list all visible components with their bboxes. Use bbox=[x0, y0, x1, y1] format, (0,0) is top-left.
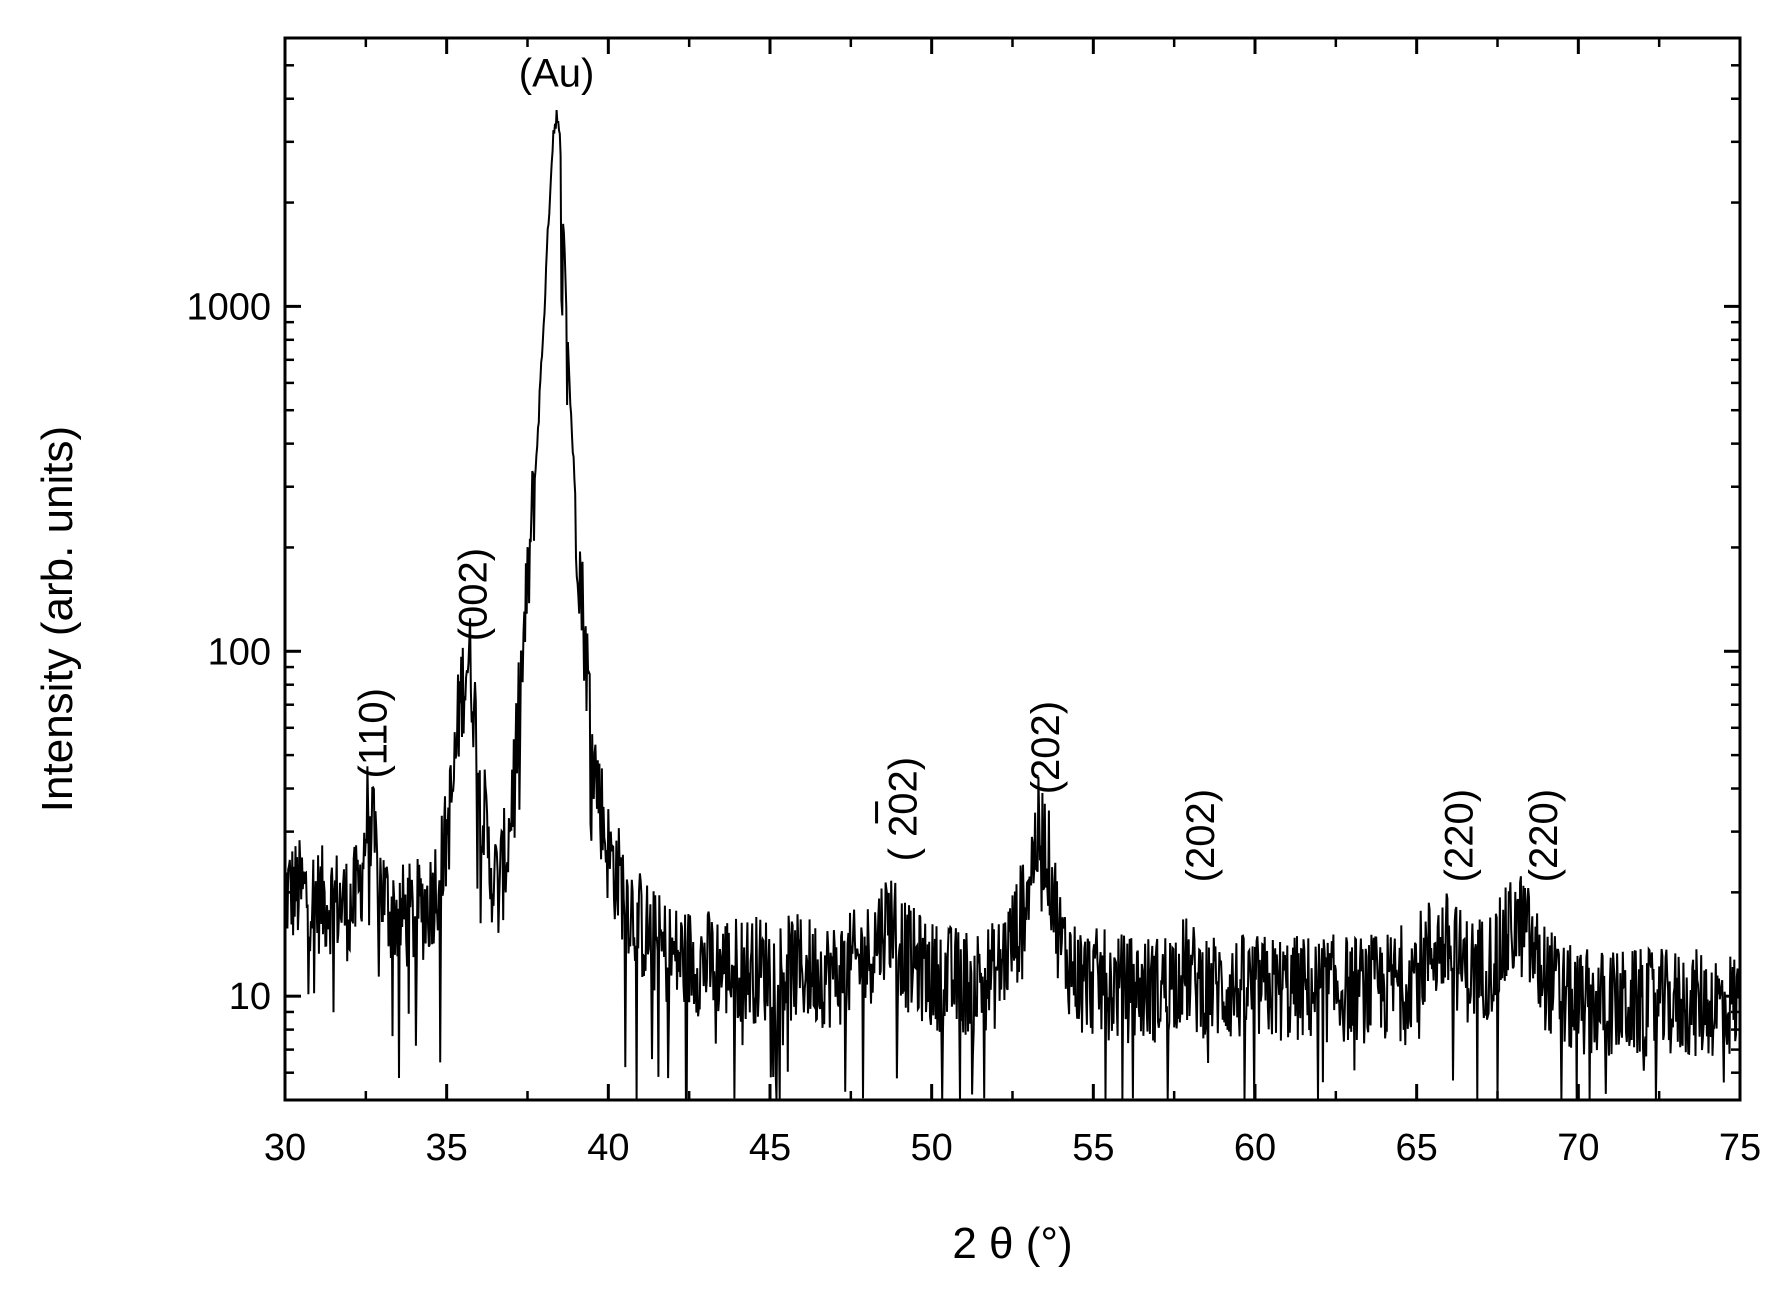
x-tick-label: 55 bbox=[1072, 1127, 1114, 1169]
x-tick-labels: 30 35 40 45 50 55 60 65 70 75 bbox=[264, 1127, 1761, 1169]
x-tick-label: 60 bbox=[1234, 1127, 1276, 1169]
x-tick-label: 70 bbox=[1557, 1127, 1599, 1169]
peak-label: ( 202) bbox=[882, 757, 926, 862]
x-tick-label: 45 bbox=[749, 1127, 791, 1169]
y-tick-label: 1000 bbox=[186, 286, 271, 328]
x-tick-label: 75 bbox=[1719, 1127, 1761, 1169]
peak-label: (202) bbox=[1179, 789, 1223, 882]
peak-label: (002) bbox=[452, 548, 496, 641]
y-tick-label: 10 bbox=[229, 976, 271, 1018]
plot-frame bbox=[283, 36, 1742, 1102]
peak-label: (202) bbox=[1024, 701, 1068, 794]
peak-label: (Au) bbox=[519, 52, 595, 96]
peak-labels: (Au) (110) (002) ( 202) (202) (202) (220) (220) bbox=[351, 52, 1565, 883]
x-tick-label: 35 bbox=[426, 1127, 468, 1169]
x-tick-label: 50 bbox=[911, 1127, 953, 1169]
y-tick-labels: 10 100 1000 bbox=[186, 286, 271, 1018]
peak-label: (110) bbox=[351, 688, 395, 778]
y-tick-label: 100 bbox=[208, 631, 271, 673]
peak-label: (220) bbox=[1522, 789, 1566, 882]
x-tick-label: 30 bbox=[264, 1127, 306, 1169]
x-axis-label: 2 θ (°) bbox=[952, 1219, 1072, 1268]
y-axis-label: Intensity (arb. units) bbox=[33, 426, 82, 812]
x-tick-label: 65 bbox=[1396, 1127, 1438, 1169]
peak-label: (220) bbox=[1438, 789, 1482, 882]
x-tick-label: 40 bbox=[587, 1127, 629, 1169]
